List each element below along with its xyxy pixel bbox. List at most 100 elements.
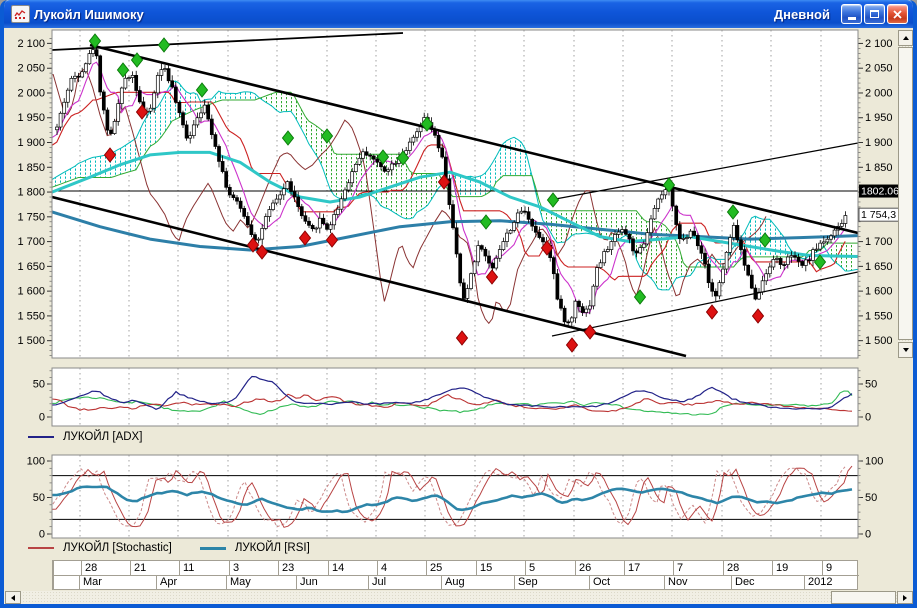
month-cell: Aug: [441, 575, 514, 590]
scroll-up-button[interactable]: [898, 30, 913, 46]
svg-text:1 700: 1 700: [865, 236, 893, 248]
close-button[interactable]: [887, 4, 908, 24]
down-arrow-icon: [902, 348, 909, 352]
day-cell: 21: [130, 561, 179, 576]
month-cell: 2012: [804, 575, 859, 590]
month-cell: Mar: [79, 575, 156, 590]
stoch-rsi-legend: ЛУКОЙЛ [Stochastic] ЛУКОЙЛ [RSI]: [28, 540, 310, 556]
svg-text:1 950: 1 950: [865, 112, 893, 124]
month-cell: Nov: [664, 575, 731, 590]
up-arrow-icon: [902, 36, 909, 40]
day-cell: 7: [673, 561, 723, 576]
right-arrow-icon: [903, 594, 907, 601]
date-axis: 28 21 11 3 23 14 4 25 15 5 26 17 7 28 19 9 Mar Apr May Jun J…: [52, 560, 859, 590]
svg-text:50: 50: [33, 492, 45, 504]
svg-text:1 650: 1 650: [17, 261, 45, 273]
stoch-plot: [52, 455, 858, 538]
svg-text:1 700: 1 700: [17, 236, 45, 248]
svg-text:1 900: 1 900: [865, 137, 893, 149]
svg-text:2 100: 2 100: [17, 38, 45, 50]
signal-markers: [88, 33, 827, 353]
month-cell: Dec: [731, 575, 804, 590]
svg-text:0: 0: [39, 412, 45, 424]
svg-text:0: 0: [39, 529, 45, 541]
month-cell: Apr: [156, 575, 226, 590]
day-cell: 5: [525, 561, 575, 576]
adx-line-sample: [28, 436, 54, 438]
month-cell: Oct: [589, 575, 664, 590]
day-cell: 9: [822, 561, 859, 576]
rsi-line-sample: [199, 546, 226, 550]
price-axis: 2 100 2 100 2 050 2 050 2 000 2 000 1 950 1 950…: [17, 38, 904, 356]
day-cell: 23: [278, 561, 328, 576]
svg-text:2 000: 2 000: [865, 87, 893, 99]
svg-text:1 800: 1 800: [17, 187, 45, 199]
svg-text:100: 100: [865, 456, 883, 468]
svg-text:1802.06: 1802.06: [861, 186, 899, 198]
adx-legend-label: ЛУКОЙЛ [ADX]: [63, 431, 143, 443]
month-cell: Jul: [368, 575, 441, 590]
scroll-right-button[interactable]: [897, 591, 913, 604]
month-cell: May: [226, 575, 296, 590]
current-price-badge: [859, 184, 903, 198]
svg-text:1 500: 1 500: [865, 335, 893, 347]
svg-text:50: 50: [865, 379, 877, 391]
month-cell: Sep: [514, 575, 589, 590]
adx-plot: [52, 368, 853, 426]
month-cell: Jun: [296, 575, 368, 590]
day-cell: 11: [179, 561, 229, 576]
svg-text:1 750: 1 750: [17, 211, 45, 223]
main-plot: [52, 30, 858, 358]
day-cell: 26: [575, 561, 624, 576]
day-cell: 14: [328, 561, 377, 576]
candles: [55, 44, 848, 328]
svg-text:50: 50: [865, 492, 877, 504]
svg-text:1 650: 1 650: [865, 261, 893, 273]
svg-text:2 050: 2 050: [865, 63, 893, 75]
stochastic-legend-label: ЛУКОЙЛ [Stochastic]: [63, 542, 172, 554]
svg-text:1 500: 1 500: [17, 335, 45, 347]
adx-legend: ЛУКОЙЛ [ADX]: [28, 429, 142, 445]
svg-text:1 550: 1 550: [865, 310, 893, 322]
left-arrow-icon: [11, 594, 15, 601]
day-cell: 19: [772, 561, 822, 576]
chart-canvas[interactable]: 2 100 2 100 2 050 2 050 2 000 2 000 1 950 1 950…: [4, 28, 913, 604]
vertical-scrollbar[interactable]: [898, 30, 913, 358]
month-cell: [53, 575, 79, 590]
scroll-left-button[interactable]: [5, 591, 21, 604]
maximize-button[interactable]: [864, 4, 885, 24]
day-cell: 28: [81, 561, 130, 576]
day-cell: 17: [624, 561, 673, 576]
day-cell: 15: [476, 561, 525, 576]
day-cell: 3: [229, 561, 278, 576]
svg-text:2 000: 2 000: [17, 87, 45, 99]
svg-text:1 850: 1 850: [865, 162, 893, 174]
timeframe-label: Дневной: [773, 6, 830, 22]
day-cell: [53, 561, 81, 576]
minimize-icon: [847, 17, 856, 20]
svg-text:1 900: 1 900: [17, 137, 45, 149]
title-bar[interactable]: Лукойл Ишимоку Дневной: [4, 0, 913, 28]
vertical-scroll-thumb[interactable]: [898, 47, 913, 340]
svg-text:100: 100: [27, 456, 45, 468]
svg-text:0: 0: [865, 412, 871, 424]
svg-text:1 950: 1 950: [17, 112, 45, 124]
maximize-icon: [870, 10, 879, 18]
rsi-legend-label: ЛУКОЙЛ [RSI]: [234, 542, 310, 554]
svg-text:0: 0: [865, 529, 871, 541]
chart-client-area: 2 100 2 100 2 050 2 050 2 000 2 000 1 950 1 950…: [4, 28, 913, 604]
minimize-button[interactable]: [841, 4, 862, 24]
svg-text:1 850: 1 850: [17, 162, 45, 174]
scroll-down-button[interactable]: [898, 342, 913, 358]
horizontal-scrollbar[interactable]: [4, 591, 913, 604]
svg-text:1 754,3: 1 754,3: [861, 209, 896, 221]
close-icon: [893, 9, 902, 19]
horizontal-scroll-thumb[interactable]: [831, 591, 896, 604]
svg-text:2 100: 2 100: [865, 38, 893, 50]
day-cell: 25: [426, 561, 476, 576]
svg-text:1 550: 1 550: [17, 310, 45, 322]
stochastic-line-sample: [28, 547, 54, 549]
day-cell: 4: [377, 561, 426, 576]
window-title: Лукойл Ишимоку: [34, 6, 144, 22]
